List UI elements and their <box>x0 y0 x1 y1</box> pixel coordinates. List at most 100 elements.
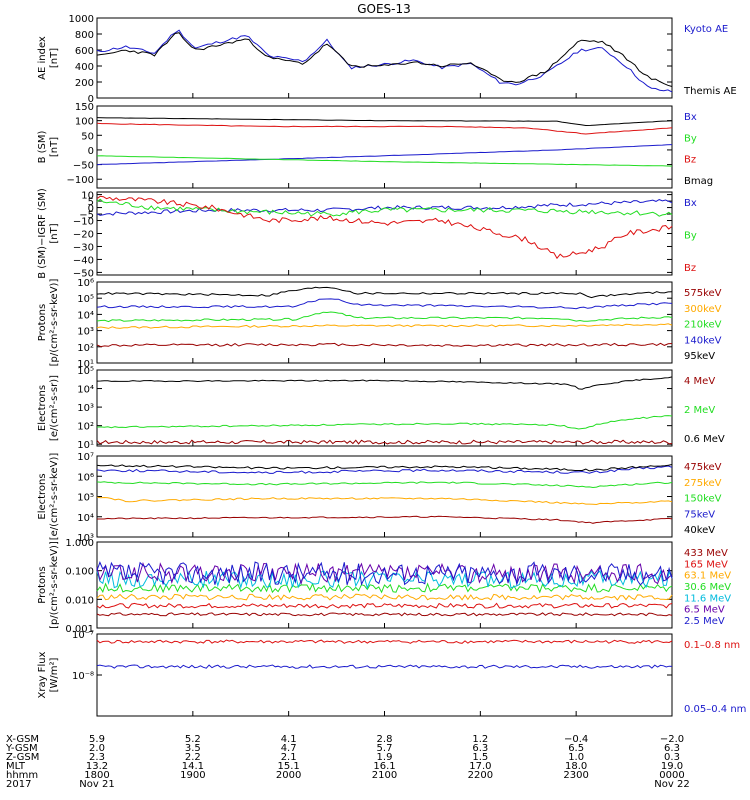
y-tick-label: −30 <box>73 242 94 253</box>
legend-label: By <box>684 133 697 144</box>
panel-1: 1000 800 600 400 200 0 AE index [nT] Kyoto AE The… <box>37 14 737 105</box>
legend-label: 433 MeV <box>684 548 728 559</box>
y-axis-label: [p/(cm²-s-sr-keV)] <box>49 279 60 367</box>
x-axis-value: Nov 22 <box>654 779 689 790</box>
series-line <box>96 439 673 445</box>
x-axis-value: 1900 <box>180 770 205 781</box>
legend-label: 210keV <box>684 320 722 331</box>
y-tick-label: 1000 <box>69 14 94 25</box>
legend-label: By <box>684 231 697 242</box>
legend-label: Bz <box>684 155 696 166</box>
y-axis-label: [e/(cm²-s-sr)] <box>49 375 60 441</box>
y-tick-label: −50 <box>73 268 94 279</box>
x-axis-value: 18.0 <box>565 761 587 772</box>
series-line <box>96 481 673 489</box>
series-line <box>96 496 673 506</box>
x-axis-value: 13.2 <box>86 761 108 772</box>
y-tick-label: 10⁵ <box>77 366 94 377</box>
x-axis-value: 2.2 <box>185 752 201 763</box>
y-tick-label: 10⁵ <box>77 493 94 504</box>
y-tick-label: −20 <box>73 230 94 241</box>
legend-label: 4 MeV <box>684 376 715 387</box>
x-axis-value: 6.5 <box>568 743 584 754</box>
y-tick-label: −40 <box>73 255 94 266</box>
y-tick-label: 10⁴ <box>77 385 94 396</box>
panel-frame <box>96 191 673 276</box>
legend-label: 2 MeV <box>684 405 715 416</box>
y-tick-label: 0 <box>88 204 94 215</box>
legend-label: 0.1–0.8 nm <box>684 640 740 651</box>
y-axis-label: [W/m²] <box>49 657 60 692</box>
x-axis-value: 2.8 <box>377 734 393 745</box>
x-axis-value: 6.3 <box>472 743 488 754</box>
legend-label: 30.6 MeV <box>684 582 731 593</box>
y-tick-label: 10¹ <box>77 359 94 370</box>
legend-label: 575keV <box>684 288 722 299</box>
y-tick-label: 50 <box>81 131 94 142</box>
x-axis-value: 2.3 <box>89 752 105 763</box>
x-axis-value: 1.9 <box>377 752 393 763</box>
legend-label: Bx <box>684 112 697 123</box>
y-axis-label: B (SM)−IGRF (SM) <box>37 188 48 279</box>
panel-5: 10⁵ 10⁴ 10³ 10² 10¹ Electrons [e/(cm²-s-sr)] 4 … <box>37 366 725 451</box>
series-line <box>96 664 673 669</box>
series-line <box>96 298 673 310</box>
y-axis-label: [nT] <box>49 223 60 243</box>
series-line <box>96 32 673 87</box>
x-axis-value: 6.3 <box>664 743 680 754</box>
panel-2: 150 100 50 0 −50 −100 B (SM) [nT] Bx By Bz Bmag <box>37 102 713 189</box>
legend-label: 300keV <box>684 304 722 315</box>
y-axis-label: Xray Flux <box>37 651 48 698</box>
figure-title: GOES-13 <box>357 2 411 16</box>
legend-label: 275keV <box>684 478 722 489</box>
x-axis-row-label: X-GSM <box>6 734 39 745</box>
x-axis-value: 2000 <box>276 770 301 781</box>
y-tick-label: 0.010 <box>65 595 94 606</box>
legend-label: 2.5 MeV <box>684 616 725 627</box>
legend-label: 140keV <box>684 335 722 346</box>
y-tick-label: 10⁵ <box>77 294 94 305</box>
x-axis-row-label: Z-GSM <box>6 752 39 763</box>
legend-label: 11.6 MeV <box>684 593 731 604</box>
series-line <box>96 415 673 430</box>
legend-label: 150keV <box>684 494 722 505</box>
y-axis-label: Electrons <box>37 473 48 519</box>
x-axis-value: 15.1 <box>278 761 300 772</box>
x-axis-value: 4.7 <box>281 743 297 754</box>
series-line <box>96 198 673 217</box>
x-axis-value: 17.0 <box>469 761 491 772</box>
legend-label: Themis AE <box>683 86 737 97</box>
x-axis-value: 0.3 <box>664 752 680 763</box>
x-axis-value: 16.1 <box>373 761 395 772</box>
series-line <box>96 29 673 93</box>
x-axis-value: 14.1 <box>182 761 204 772</box>
x-axis-value: 2.1 <box>281 752 297 763</box>
panel-frame <box>96 17 673 99</box>
y-tick-label: 0.001 <box>65 624 94 635</box>
y-tick-label: 10¹ <box>77 440 94 451</box>
y-tick-label: 400 <box>75 62 94 73</box>
y-tick-label: 10³ <box>77 327 94 338</box>
x-axis-value: 1800 <box>84 770 109 781</box>
y-tick-label: 10⁶ <box>77 472 94 483</box>
legend-label: 0.05–0.4 nm <box>684 704 746 715</box>
legend-label: 95keV <box>684 351 715 362</box>
panel-4: 10⁶ 10⁵ 10⁴ 10³ 10² 10¹ Protons [p/(cm²-s-sr-ke… <box>37 278 722 370</box>
y-tick-label: 150 <box>75 102 94 113</box>
x-axis-table: X-GSMY-GSMZ-GSMMLThhmm20175.92.02.313.21… <box>5 734 690 790</box>
y-tick-label: 0.100 <box>65 567 94 578</box>
x-axis-row-label: MLT <box>6 761 26 772</box>
panel-6: 10⁷ 10⁶ 10⁵ 10⁴ 10³ Electrons [e/(cm²-s-sr-keV… <box>37 452 722 544</box>
series-line <box>96 561 673 587</box>
y-tick-label: 1.000 <box>65 538 94 549</box>
y-tick-label: 100 <box>75 117 94 128</box>
y-axis-label: [p/(cm²-s-sr-keV)] <box>49 541 60 629</box>
legend-label: Bz <box>684 263 696 274</box>
y-tick-label: −50 <box>73 161 94 172</box>
series-line <box>96 311 673 323</box>
y-tick-label: 10⁴ <box>77 310 94 321</box>
y-tick-label: 600 <box>75 46 94 57</box>
y-tick-label: 200 <box>75 78 94 89</box>
y-tick-label: 10⁷ <box>77 452 94 463</box>
